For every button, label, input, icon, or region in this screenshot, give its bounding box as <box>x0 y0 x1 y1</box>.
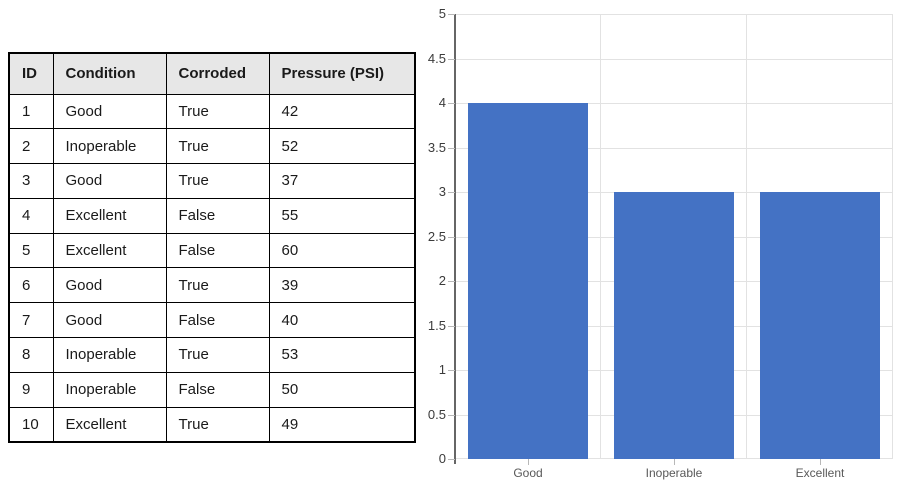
table-cell: 8 <box>8 337 54 373</box>
bar-good <box>468 103 588 459</box>
table-cell: 2 <box>8 128 54 165</box>
table-cell: True <box>165 267 270 304</box>
y-tick-label: 0.5 <box>427 407 446 422</box>
table-cell: 7 <box>8 302 54 339</box>
table-cell: True <box>165 128 270 165</box>
y-axis-tick <box>448 59 455 60</box>
table-body: 1 Good True 42 2 Inoperable True 52 3 Good True 37 4… <box>8 93 416 443</box>
y-tick-label: 1.5 <box>427 318 446 333</box>
table-cell: False <box>165 232 270 269</box>
y-tick-label: 3 <box>438 184 446 199</box>
table-cell: False <box>165 197 270 234</box>
x-axis-tick <box>820 459 821 465</box>
y-tick-label: 1 <box>438 362 446 377</box>
y-tick-label: 2.5 <box>427 229 446 244</box>
table-cell: 40 <box>268 302 416 339</box>
table-cell: 50 <box>268 371 416 408</box>
table-row: 6 Good True 39 <box>8 267 416 304</box>
bar-inoperable <box>614 192 734 459</box>
gridline-horizontal <box>455 14 893 15</box>
table-cell: 9 <box>8 371 54 408</box>
gridline-vertical <box>600 14 601 459</box>
y-tick-label: 3.5 <box>427 140 446 155</box>
table-row: 3 Good True 37 <box>8 163 416 199</box>
table-cell: 3 <box>8 163 54 199</box>
table-cell: 37 <box>268 163 416 199</box>
y-axis-tick <box>448 192 455 193</box>
condition-bar-chart: 0 0.5 1 1.5 2 2.5 3 3.5 4 4.5 5 Good Inoperable Excel… <box>410 0 904 487</box>
gridline-vertical <box>892 14 893 459</box>
y-axis-tick <box>448 148 455 149</box>
x-axis-tick <box>528 459 529 465</box>
table-row: 10 Excellent True 49 <box>8 406 416 443</box>
y-axis-tick <box>448 459 455 460</box>
y-axis-line <box>454 14 456 464</box>
category-label-inoperable: Inoperable <box>645 466 703 480</box>
y-axis-tick <box>448 103 455 104</box>
header-cell-pressure: Pressure (PSI) <box>268 52 416 95</box>
category-label-good: Good <box>513 466 543 480</box>
table-cell: Excellent <box>52 406 167 443</box>
table-cell: True <box>165 406 270 443</box>
gridline-vertical <box>746 14 747 459</box>
table-cell: Inoperable <box>52 128 167 165</box>
y-axis-tick <box>448 237 455 238</box>
table-cell: Good <box>52 93 167 130</box>
table-row: 8 Inoperable True 53 <box>8 337 416 373</box>
x-axis-tick <box>674 459 675 465</box>
table-cell: True <box>165 93 270 130</box>
pipe-data-table: ID Condition Corroded Pressure (PSI) 1 Go… <box>8 52 416 443</box>
table-cell: Good <box>52 267 167 304</box>
y-axis-tick <box>448 14 455 15</box>
table-cell: 49 <box>268 406 416 443</box>
table-cell: 6 <box>8 267 54 304</box>
table-cell: 4 <box>8 197 54 234</box>
table-cell: 5 <box>8 232 54 269</box>
table-row: 2 Inoperable True 52 <box>8 128 416 165</box>
table-cell: True <box>165 337 270 373</box>
table-cell: 55 <box>268 197 416 234</box>
table-row: 9 Inoperable False 50 <box>8 371 416 408</box>
gridline-horizontal <box>455 148 893 149</box>
y-tick-label: 5 <box>438 6 446 21</box>
y-axis-tick <box>448 370 455 371</box>
table-cell: False <box>165 371 270 408</box>
header-cell-corroded: Corroded <box>165 52 270 95</box>
table-cell: 52 <box>268 128 416 165</box>
y-axis-tick <box>448 281 455 282</box>
table-cell: False <box>165 302 270 339</box>
table-row: 1 Good True 42 <box>8 93 416 130</box>
header-cell-id: ID <box>8 52 54 95</box>
table-header-row: ID Condition Corroded Pressure (PSI) <box>8 52 416 95</box>
table-cell: Inoperable <box>52 337 167 373</box>
table-cell: Inoperable <box>52 371 167 408</box>
y-tick-label: 4 <box>438 95 446 110</box>
table-cell: Good <box>52 163 167 199</box>
table-cell: 39 <box>268 267 416 304</box>
y-axis-tick <box>448 415 455 416</box>
y-tick-label: 4.5 <box>427 51 446 66</box>
table-cell: True <box>165 163 270 199</box>
table-cell: Excellent <box>52 232 167 269</box>
plot-area <box>455 14 893 459</box>
gridline-horizontal <box>455 103 893 104</box>
table-cell: Excellent <box>52 197 167 234</box>
table-cell: 1 <box>8 93 54 130</box>
y-axis-tick <box>448 326 455 327</box>
category-label-excellent: Excellent <box>795 466 845 480</box>
table-row: 5 Excellent False 60 <box>8 232 416 269</box>
table-cell: 60 <box>268 232 416 269</box>
gridline-horizontal <box>455 59 893 60</box>
table-cell: Good <box>52 302 167 339</box>
y-tick-label: 0 <box>438 451 446 466</box>
table-cell: 53 <box>268 337 416 373</box>
table-row: 7 Good False 40 <box>8 302 416 339</box>
table-row: 4 Excellent False 55 <box>8 197 416 234</box>
bar-excellent <box>760 192 880 459</box>
header-cell-condition: Condition <box>52 52 167 95</box>
table-cell: 10 <box>8 406 54 443</box>
table-cell: 42 <box>268 93 416 130</box>
y-tick-label: 2 <box>438 273 446 288</box>
